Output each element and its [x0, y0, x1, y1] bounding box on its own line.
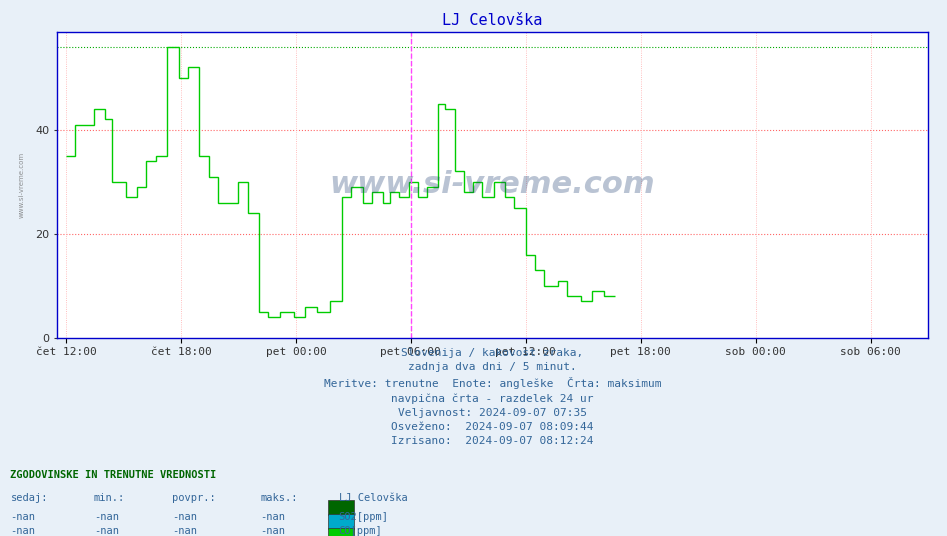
Text: www.si-vreme.com: www.si-vreme.com [19, 152, 25, 218]
Text: min.:: min.: [94, 493, 125, 503]
Text: sedaj:: sedaj: [10, 493, 48, 503]
Text: -nan: -nan [94, 511, 118, 522]
Title: LJ Celovška: LJ Celovška [442, 13, 543, 28]
Text: www.si-vreme.com: www.si-vreme.com [330, 170, 655, 199]
FancyBboxPatch shape [329, 500, 354, 515]
Text: SO2[ppm]: SO2[ppm] [339, 511, 388, 522]
Text: maks.:: maks.: [260, 493, 298, 503]
Text: -nan: -nan [172, 525, 197, 535]
Text: Slovenija / kakovost zraka,
zadnja dva dni / 5 minut.
Meritve: trenutne  Enote: : Slovenija / kakovost zraka, zadnja dva d… [324, 348, 661, 446]
Text: -nan: -nan [172, 511, 197, 522]
Text: -nan: -nan [10, 525, 35, 535]
Text: -nan: -nan [260, 525, 285, 535]
FancyBboxPatch shape [329, 513, 354, 529]
Text: ZGODOVINSKE IN TRENUTNE VREDNOSTI: ZGODOVINSKE IN TRENUTNE VREDNOSTI [10, 470, 217, 480]
FancyBboxPatch shape [329, 527, 354, 536]
Text: povpr.:: povpr.: [172, 493, 216, 503]
Text: -nan: -nan [94, 525, 118, 535]
Text: -nan: -nan [260, 511, 285, 522]
Text: LJ Celovška: LJ Celovška [339, 493, 407, 503]
Text: -nan: -nan [10, 511, 35, 522]
Text: CO[ppm]: CO[ppm] [339, 525, 383, 535]
